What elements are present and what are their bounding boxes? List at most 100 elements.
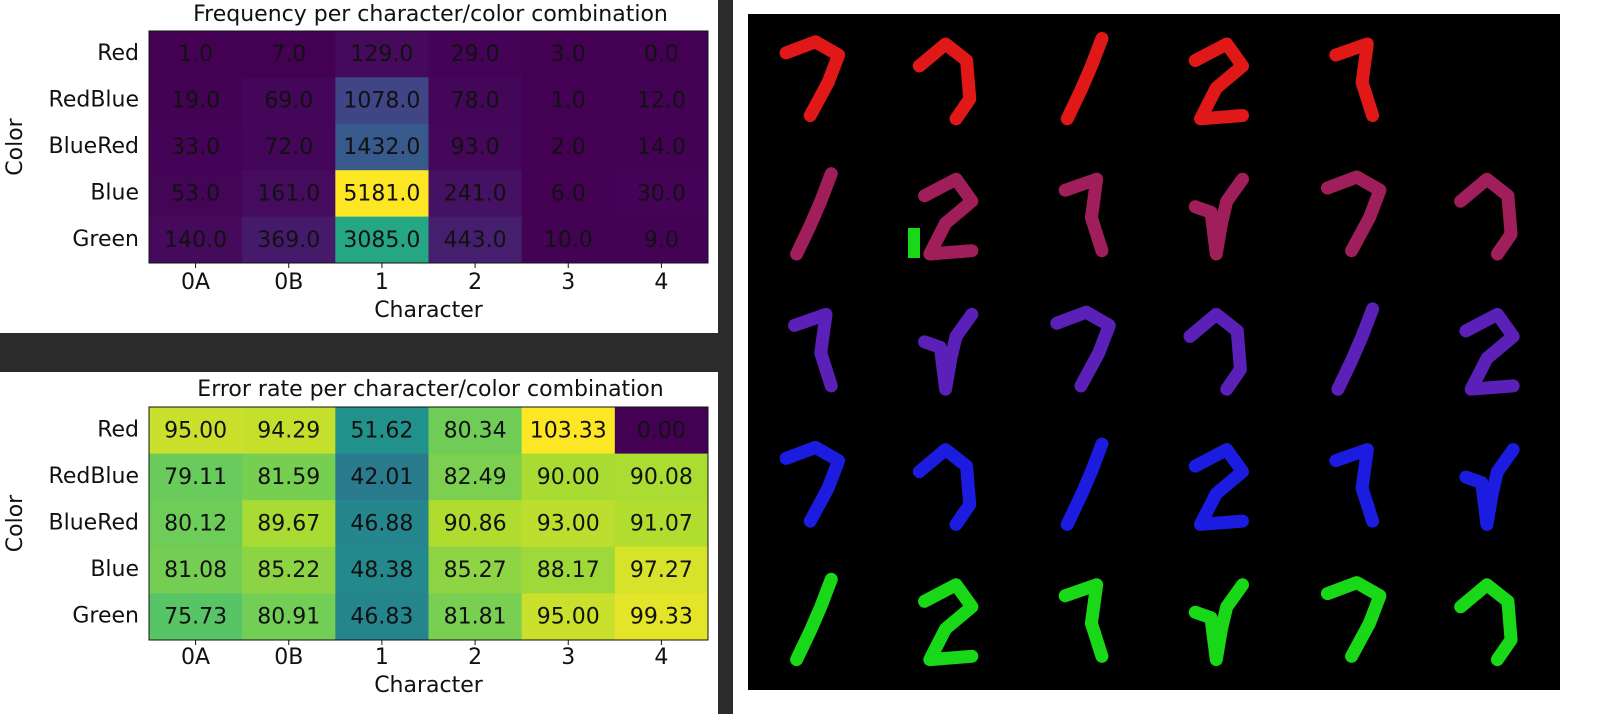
- heatmap-cell: [614, 407, 709, 455]
- heatmap-cell: [335, 500, 429, 548]
- heatmap-cell: [335, 31, 429, 78]
- digit-stroke: [1058, 578, 1109, 663]
- digit-stroke: [1459, 443, 1520, 531]
- digit-stroke: [1454, 172, 1518, 261]
- cell-label: 69.0: [264, 89, 313, 114]
- cell-label: 30.0: [637, 181, 686, 206]
- chart-title: Frequency per character/color combinatio…: [193, 2, 668, 27]
- cell-label: 81.81: [444, 605, 507, 630]
- digit-stroke: [1454, 578, 1518, 667]
- heatmap-cell: [614, 500, 709, 548]
- digit-stroke: [779, 440, 846, 528]
- heatmap-cell: [335, 593, 429, 641]
- heatmap-cell: [428, 77, 523, 125]
- heatmap-cell: [242, 77, 336, 125]
- y-axis-label: Color: [3, 117, 28, 175]
- cell-label: 97.27: [630, 558, 693, 583]
- cell-label: 90.86: [444, 512, 507, 537]
- digit-stroke: [918, 578, 979, 667]
- cell-label: 0.0: [644, 42, 679, 67]
- cell-label: 1432.0: [343, 135, 420, 160]
- cell-label: 140.0: [164, 228, 227, 253]
- cell-label: 1.0: [178, 42, 213, 67]
- cell-label: 46.83: [350, 605, 413, 630]
- heatmap-cell: [428, 546, 523, 594]
- heatmap-cell: [521, 453, 616, 501]
- heatmap-cell: [614, 593, 709, 641]
- x-tick-label: 4: [654, 270, 668, 295]
- x-tick-label: 4: [654, 645, 668, 670]
- heatmap-cell: [428, 31, 523, 78]
- cell-label: 0.00: [637, 418, 686, 443]
- digit-stroke: [912, 443, 977, 531]
- cell-label: 129.0: [350, 42, 413, 67]
- heatmap-cell: [242, 500, 336, 548]
- digit-stroke: [1329, 37, 1380, 122]
- heatmap-cell: [521, 31, 616, 78]
- heatmap-cell: [335, 77, 429, 125]
- heatmap-cell: [335, 546, 429, 594]
- x-axis-label: Character: [374, 673, 484, 698]
- digit-stroke: [1320, 576, 1387, 663]
- cell-label: 93.0: [451, 135, 500, 160]
- heatmap-cell: [335, 170, 429, 218]
- x-axis-label: Character: [374, 298, 484, 323]
- cell-label: 78.0: [451, 89, 500, 114]
- cell-label: 91.07: [630, 512, 693, 537]
- digit-stroke: [1183, 307, 1247, 396]
- cell-label: 89.67: [257, 512, 320, 537]
- heatmap-cell: [149, 31, 243, 78]
- heatmap-cell: [428, 407, 523, 455]
- cell-label: 5181.0: [343, 181, 420, 206]
- cell-label: 85.22: [257, 558, 320, 583]
- x-tick-label: 2: [468, 270, 482, 295]
- heatmap-cell: [149, 77, 243, 125]
- digit-stroke: [1329, 443, 1380, 528]
- heatmap-cell: [521, 407, 616, 455]
- heatmap-cell: [521, 170, 616, 218]
- y-tick-label: Red: [97, 417, 139, 442]
- cell-label: 14.0: [637, 135, 686, 160]
- plot-frame: [148, 406, 709, 641]
- digit-stroke: [1060, 437, 1109, 531]
- x-tick-label: 0B: [274, 645, 303, 670]
- cell-label: 12.0: [637, 89, 686, 114]
- heatmap-cell: [428, 170, 523, 218]
- heatmap-cell: [521, 593, 616, 641]
- heatmap-cell: [242, 593, 336, 641]
- digit-stroke: [912, 37, 977, 126]
- cell-label: 75.73: [164, 605, 227, 630]
- heatmap-cell: [614, 31, 709, 78]
- cell-label: 85.27: [444, 558, 507, 583]
- digit-samples: [779, 32, 1520, 667]
- cell-label: 51.62: [350, 418, 413, 443]
- digit-stroke: [1188, 37, 1249, 126]
- cell-label: 90.00: [537, 465, 600, 490]
- digit-stroke: [918, 172, 979, 261]
- heatmap-cell: [614, 123, 709, 171]
- heatmap-cell: [335, 216, 429, 264]
- y-tick-label: Blue: [90, 557, 139, 582]
- heatmap-cell: [428, 453, 523, 501]
- cell-label: 3085.0: [343, 228, 420, 253]
- image-grid: [748, 14, 1560, 690]
- cell-label: 94.29: [257, 418, 320, 443]
- y-tick-label: Green: [72, 227, 139, 252]
- heatmap-cell: [335, 407, 429, 455]
- digit-stroke: [1050, 305, 1116, 393]
- y-tick-label: BlueRed: [49, 511, 139, 536]
- cell-label: 95.00: [164, 418, 227, 443]
- cell-label: 7.0: [271, 42, 306, 67]
- cell-label: 46.88: [350, 512, 413, 537]
- x-tick-label: 1: [375, 645, 389, 670]
- digit-stroke: [908, 228, 920, 258]
- cell-label: 88.17: [537, 558, 600, 583]
- cell-label: 80.34: [444, 418, 507, 443]
- heatmap-cell: [242, 170, 336, 218]
- chart-title: Error rate per character/color combinati…: [197, 377, 663, 402]
- cell-label: 79.11: [164, 465, 227, 490]
- heatmap-cell: [521, 123, 616, 171]
- heatmap-cell: [149, 170, 243, 218]
